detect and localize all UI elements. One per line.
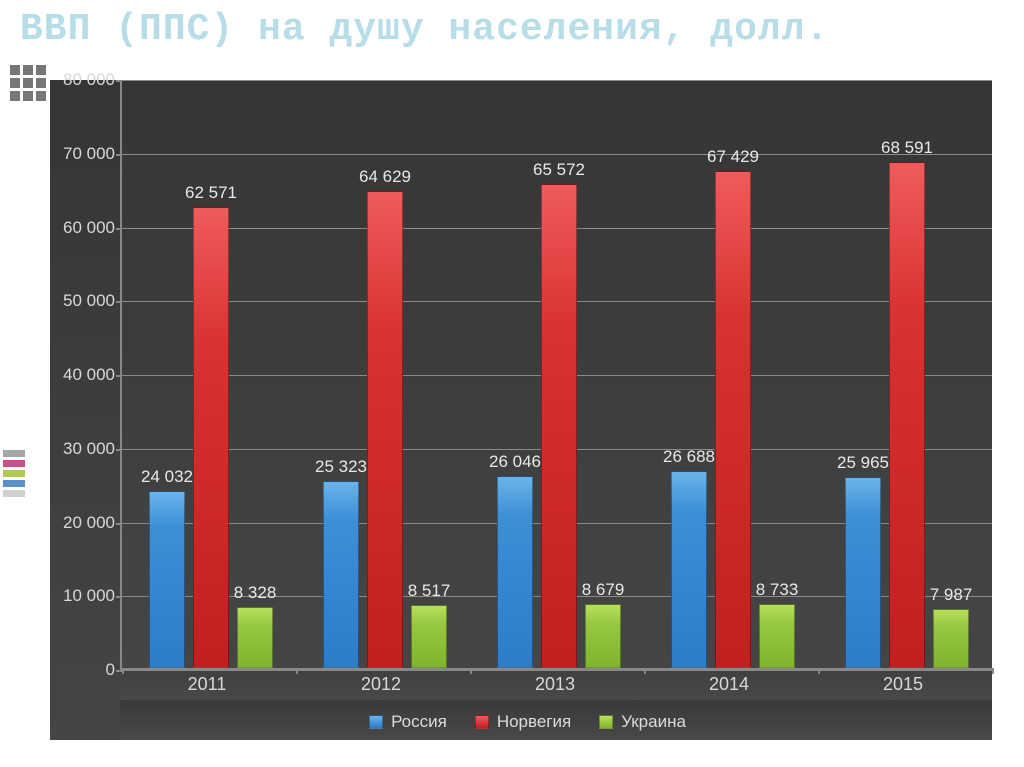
bar-red xyxy=(715,171,751,668)
bar-value-label: 64 629 xyxy=(359,167,411,187)
bar-value-label: 24 032 xyxy=(141,467,193,487)
decorative-squares xyxy=(10,65,46,104)
gdp-ppp-chart: 24 032 62 571 8 328 25 323 64 629 8 517 26 046… xyxy=(50,68,1005,748)
y-tick-label: 30 000 xyxy=(55,439,115,459)
bar-green xyxy=(237,607,273,668)
bar-value-label: 62 571 xyxy=(185,183,237,203)
bar-red xyxy=(541,184,577,668)
legend-item: Норвегия xyxy=(475,712,571,732)
bar-green xyxy=(411,605,447,668)
y-tick-label: 50 000 xyxy=(55,291,115,311)
legend-label: Украина xyxy=(621,712,686,732)
bar-value-label: 26 688 xyxy=(663,447,715,467)
x-tick-label: 2014 xyxy=(709,674,749,695)
bar-blue xyxy=(149,491,185,668)
y-tick-label: 10 000 xyxy=(55,586,115,606)
bar-green xyxy=(759,604,795,668)
bar-value-label: 25 323 xyxy=(315,457,367,477)
legend-swatch xyxy=(369,715,383,729)
y-tick-label: 60 000 xyxy=(55,218,115,238)
legend-label: Норвегия xyxy=(497,712,571,732)
legend-swatch xyxy=(475,715,489,729)
bar-value-label: 8 517 xyxy=(408,581,451,601)
bar-value-label: 7 987 xyxy=(930,585,973,605)
y-tick-label: 40 000 xyxy=(55,365,115,385)
y-axis-bg xyxy=(50,80,120,740)
page-title: ВВП (ППС) на душу населения, долл. xyxy=(0,0,1024,63)
bar-red xyxy=(367,191,403,668)
y-tick-label: 0 xyxy=(55,660,115,680)
x-tick-label: 2013 xyxy=(535,674,575,695)
x-tick-label: 2011 xyxy=(188,674,227,695)
bar-value-label: 67 429 xyxy=(707,147,759,167)
legend-item: Россия xyxy=(369,712,447,732)
bar-blue xyxy=(323,481,359,668)
bar-red xyxy=(193,207,229,668)
decorative-bars xyxy=(3,450,25,500)
x-tick-label: 2012 xyxy=(361,674,401,695)
legend: Россия Норвегия Украина xyxy=(50,706,1005,740)
bar-value-label: 25 965 xyxy=(837,453,889,473)
bar-value-label: 68 591 xyxy=(881,138,933,158)
bar-green xyxy=(585,604,621,668)
legend-item: Украина xyxy=(599,712,686,732)
bar-value-label: 8 679 xyxy=(582,580,625,600)
bar-value-label: 8 733 xyxy=(756,580,799,600)
bar-red xyxy=(889,162,925,668)
bar-green xyxy=(933,609,969,668)
bar-blue xyxy=(497,476,533,668)
legend-swatch xyxy=(599,715,613,729)
bar-value-label: 65 572 xyxy=(533,160,585,180)
y-tick-label: 80 000 xyxy=(55,70,115,90)
y-tick-label: 20 000 xyxy=(55,513,115,533)
y-tick-label: 70 000 xyxy=(55,144,115,164)
plot-area: 24 032 62 571 8 328 25 323 64 629 8 517 26 046… xyxy=(120,80,992,670)
bar-value-label: 26 046 xyxy=(489,452,541,472)
x-tick-label: 2015 xyxy=(883,674,923,695)
bar-blue xyxy=(845,477,881,668)
legend-label: Россия xyxy=(391,712,447,732)
bar-blue xyxy=(671,471,707,668)
bar-value-label: 8 328 xyxy=(234,583,277,603)
